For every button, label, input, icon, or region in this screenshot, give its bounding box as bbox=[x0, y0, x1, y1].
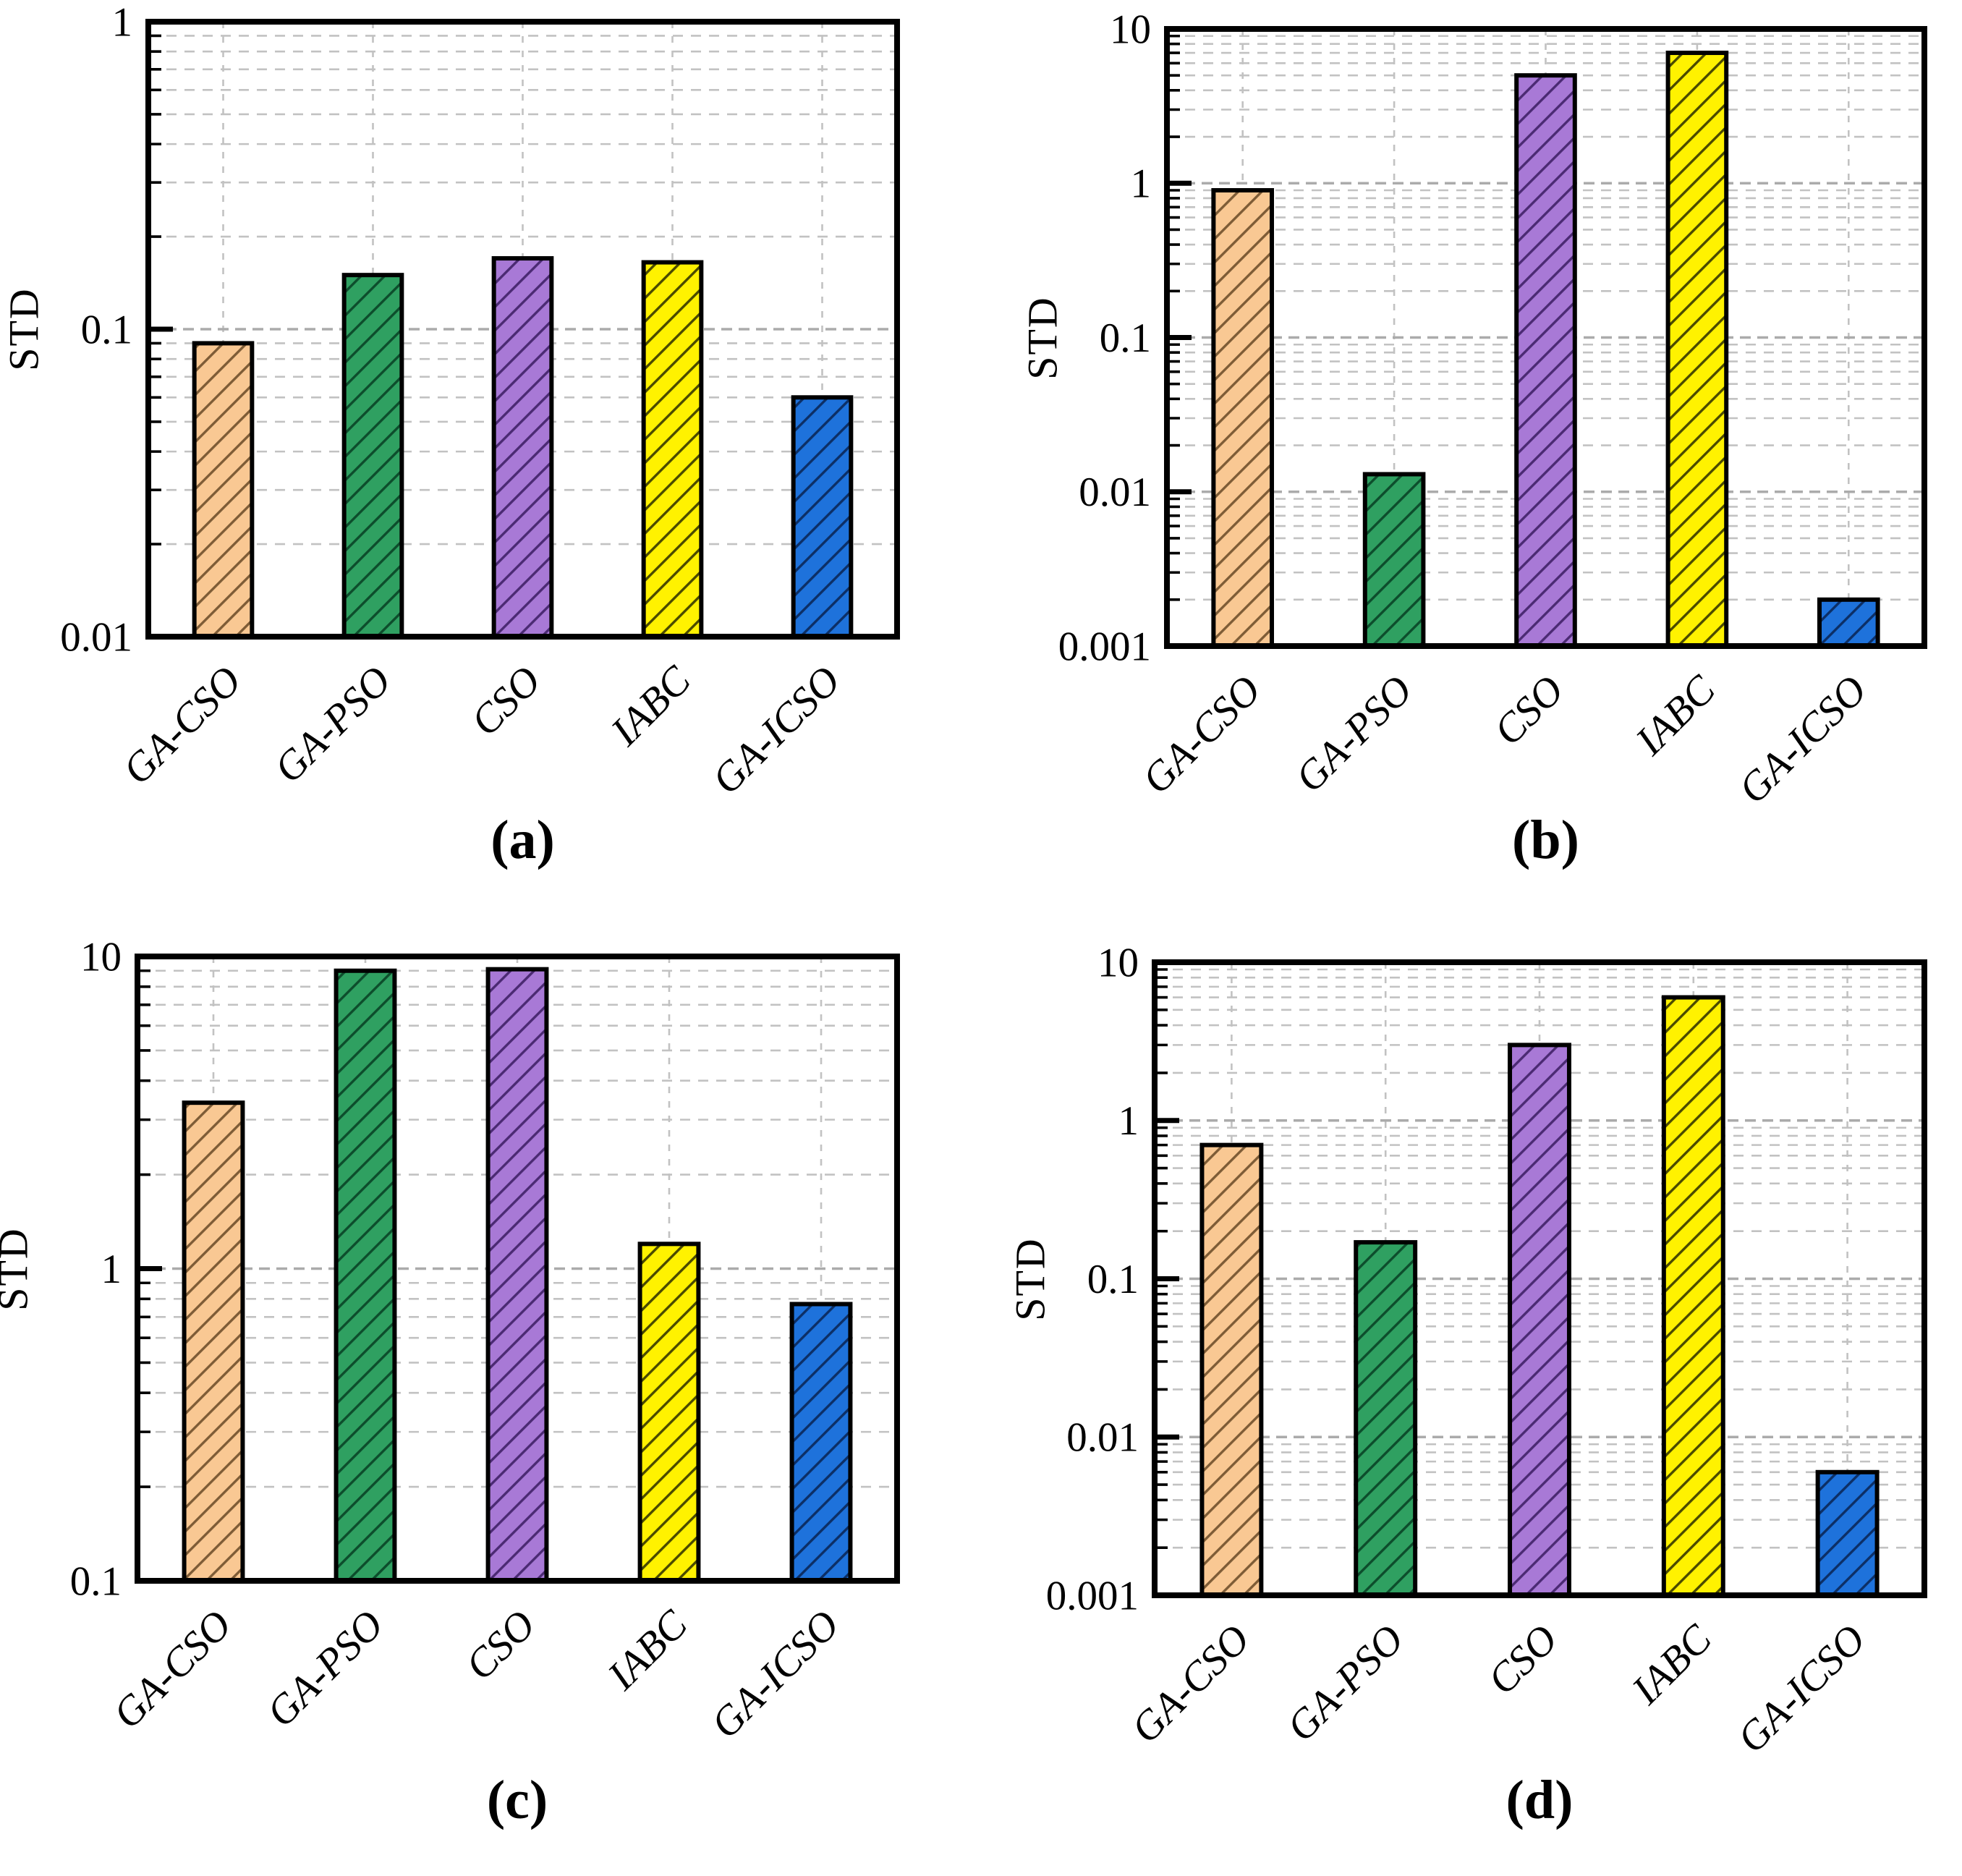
bar-GA-CSO bbox=[1199, 1142, 1264, 1597]
bar-GA-CSO bbox=[1211, 188, 1275, 648]
bar-GA-ICSO bbox=[789, 1302, 853, 1583]
x-tick-label-GA-ICSO: GA-ICSO bbox=[1730, 667, 1875, 812]
y-tick-label: 10 bbox=[80, 934, 122, 980]
y-tick-label: 1 bbox=[101, 1247, 122, 1292]
x-tick-label-IABC: IABC bbox=[1623, 1616, 1720, 1713]
panel-caption-c: (c) bbox=[486, 1770, 548, 1830]
bar-GA-PSO bbox=[341, 273, 404, 639]
x-tick-label-IABC: IABC bbox=[598, 1601, 696, 1699]
y-axis-label-d: STD bbox=[1006, 1236, 1054, 1321]
bar-CSO bbox=[485, 967, 549, 1583]
y-tick-label: 10 bbox=[1110, 7, 1151, 52]
bar-GA-ICSO bbox=[1817, 597, 1880, 649]
x-tick-label-GA-PSO: GA-PSO bbox=[1278, 1616, 1413, 1751]
y-axis-label-b: STD bbox=[1019, 295, 1066, 380]
bar-GA-CSO bbox=[182, 1100, 245, 1583]
y-tick-label: 0.1 bbox=[70, 1558, 122, 1604]
panel-caption-b: (b) bbox=[1512, 810, 1579, 870]
bar-GA-ICSO bbox=[1815, 1469, 1880, 1597]
bar-IABC bbox=[1665, 51, 1729, 649]
y-tick-label: 0.1 bbox=[81, 307, 132, 352]
bar-CSO bbox=[1514, 73, 1577, 649]
bar-GA-PSO bbox=[334, 968, 397, 1583]
y-tick-label: 0.01 bbox=[1079, 470, 1151, 515]
y-tick-label: 1 bbox=[112, 0, 133, 45]
x-tick-label-GA-PSO: GA-PSO bbox=[1287, 667, 1422, 802]
x-tick-label-GA-CSO: GA-CSO bbox=[1123, 1616, 1259, 1752]
bar-plot-c: 10 1 0.1GA-CSO GA-PSO CSO IABC GA-ICSO bbox=[70, 934, 900, 1747]
bar-IABC bbox=[641, 260, 704, 639]
bar-CSO bbox=[491, 256, 554, 639]
x-tick-label-GA-ICSO: GA-ICSO bbox=[702, 1602, 848, 1747]
x-tick-label-GA-PSO: GA-PSO bbox=[258, 1602, 393, 1736]
x-tick-label-CSO: CSO bbox=[1485, 667, 1573, 755]
bar-GA-ICSO bbox=[791, 395, 854, 639]
y-tick-label: 1 bbox=[1118, 1098, 1139, 1144]
x-tick-label-GA-ICSO: GA-ICSO bbox=[703, 658, 849, 803]
x-tick-label-GA-CSO: GA-CSO bbox=[114, 658, 250, 794]
plot-frame bbox=[145, 19, 900, 640]
x-tick-label-GA-CSO: GA-CSO bbox=[104, 1602, 240, 1738]
plot-frame bbox=[1164, 26, 1927, 649]
y-tick-label: 0.001 bbox=[1058, 624, 1151, 669]
y-tick-label: 0.01 bbox=[1066, 1415, 1139, 1461]
x-tick-label-GA-PSO: GA-PSO bbox=[266, 658, 400, 792]
plot-frame bbox=[135, 954, 900, 1584]
y-tick-label: 0.1 bbox=[1087, 1257, 1139, 1302]
x-tick-label-CSO: CSO bbox=[462, 658, 550, 745]
y-tick-label: 10 bbox=[1097, 940, 1139, 985]
x-tick-label-IABC: IABC bbox=[1626, 666, 1724, 764]
panel-caption-a: (a) bbox=[490, 810, 555, 870]
x-tick-label-GA-CSO: GA-CSO bbox=[1134, 667, 1270, 803]
plot-frame bbox=[1152, 959, 1927, 1598]
y-tick-label: 0.001 bbox=[1046, 1573, 1139, 1618]
y-axis-label-c: STD bbox=[0, 1226, 37, 1311]
x-tick-label-IABC: IABC bbox=[602, 657, 700, 755]
bar-IABC bbox=[1661, 995, 1725, 1597]
bar-GA-CSO bbox=[192, 341, 255, 639]
y-tick-label: 0.1 bbox=[1100, 315, 1151, 361]
x-tick-label-CSO: CSO bbox=[1479, 1616, 1566, 1704]
panel-caption-d: (d) bbox=[1506, 1770, 1574, 1830]
bar-CSO bbox=[1508, 1043, 1571, 1598]
bar-IABC bbox=[637, 1242, 701, 1583]
y-tick-label: 1 bbox=[1131, 161, 1152, 207]
bar-GA-PSO bbox=[1362, 472, 1426, 649]
bar-GA-PSO bbox=[1354, 1240, 1418, 1597]
x-tick-label-GA-ICSO: GA-ICSO bbox=[1729, 1616, 1874, 1762]
x-tick-label-CSO: CSO bbox=[456, 1602, 544, 1689]
y-tick-label: 0.01 bbox=[60, 614, 132, 660]
y-axis-label-a: STD bbox=[0, 287, 48, 371]
